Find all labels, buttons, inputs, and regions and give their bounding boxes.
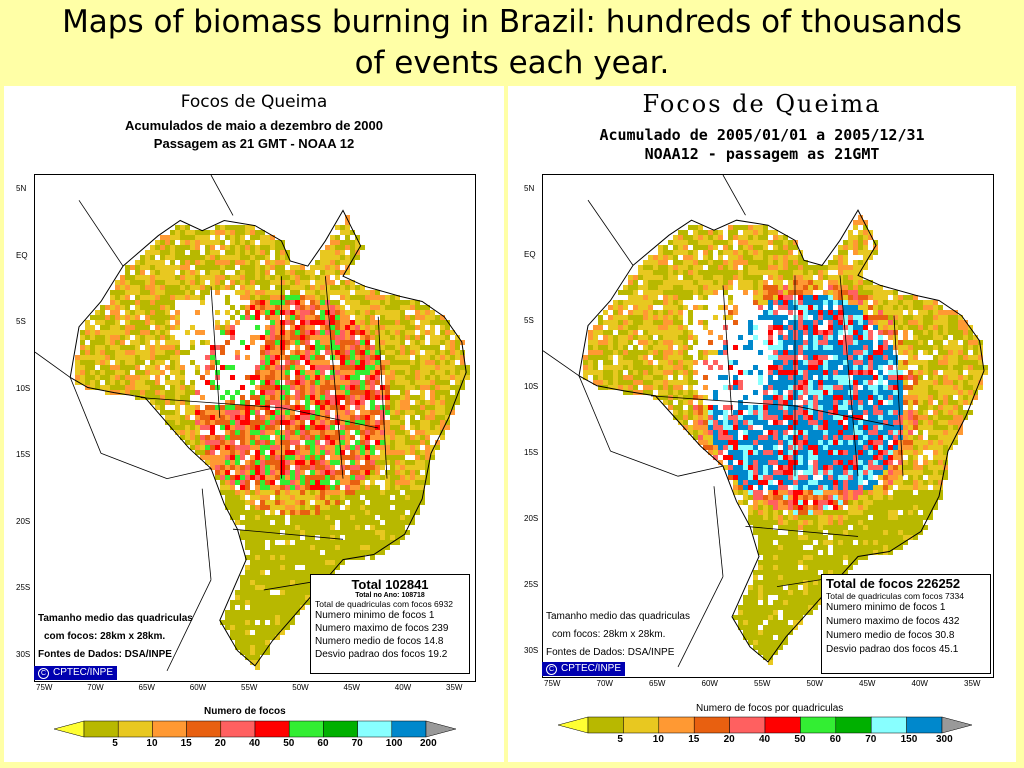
scale-value: 15 [180, 738, 192, 749]
latitude-label: 5S [16, 317, 26, 327]
stat-line: Numero medio de focos 14.8 [315, 636, 444, 647]
latitude-label: 25S [16, 583, 31, 593]
scale-value: 40 [759, 734, 771, 745]
latitude-label: EQ [524, 250, 536, 259]
scale-value: 5 [617, 734, 623, 745]
latitude-label: 10S [524, 382, 539, 391]
total-count: Total de focos 226252 [826, 576, 961, 591]
stat-line: Numero minimo de focos 1 [826, 602, 946, 613]
longitude-label: 40W [394, 683, 412, 692]
scale-value: 50 [794, 734, 806, 745]
cptec-badge: C CPTEC/INPE [34, 666, 118, 680]
longitude-label: 35W [446, 683, 463, 692]
grid-size-value: com focos: 28km x 28km. [552, 629, 666, 640]
statistics-box: Total 102841 Total no Ano: 108718 Total … [310, 574, 470, 674]
stat-line: Total de quadriculas com focos 6932 [315, 599, 453, 609]
scale-value: 300 [936, 734, 953, 745]
scale-value: 60 [317, 738, 329, 749]
longitude-label: 75W [544, 679, 561, 688]
latitude-label: 5N [16, 184, 27, 193]
grid-size-note: Tamanho medio das quadriculas [38, 613, 193, 624]
longitude-label: 40W [911, 679, 928, 688]
scale-value: 10 [146, 738, 158, 749]
latitude-label: 20S [16, 516, 31, 526]
fire-map [34, 174, 476, 682]
brazil-fire-density-map [35, 175, 470, 672]
latitude-label: 10S [16, 383, 31, 393]
slide-title-line2: of events each year. [354, 45, 670, 81]
scale-value: 60 [829, 734, 841, 745]
brazil-fire-density-map [543, 175, 988, 668]
longitude-label: 55W [754, 679, 771, 688]
stat-line: Desvio padrao dos focos 45.1 [826, 644, 959, 655]
longitude-label: 65W [649, 679, 666, 688]
scale-value: 100 [385, 738, 403, 749]
slide-title: Maps of biomass burning in Brazil: hundr… [0, 2, 1024, 84]
scale-value: 20 [214, 738, 226, 749]
panel-subtitle-satellite: NOAA12 - passagem as 21GMT [644, 145, 880, 163]
longitude-label: 45W [343, 683, 360, 692]
scale-value: 70 [351, 738, 363, 749]
map-panel-2000: Focos de Queima Acumulados de maio a dez… [4, 86, 504, 762]
stat-line: Numero minimo de focos 1 [315, 610, 435, 621]
scale-value: 10 [652, 734, 664, 745]
total-count: Total 102841 [351, 577, 429, 592]
longitude-label: 70W [87, 683, 104, 692]
longitude-label: 60W [701, 679, 718, 688]
data-source: Fontes de Dados: DSA/INPE [38, 649, 172, 660]
slide-title-line1: Maps of biomass burning in Brazil: hundr… [62, 4, 962, 40]
longitude-label: 35W [964, 679, 981, 688]
scale-value: 20 [723, 734, 735, 745]
copyright-icon: C [38, 668, 49, 679]
scale-title: Numero de focos por quadriculas [696, 703, 844, 714]
scale-value: 15 [688, 734, 700, 745]
longitude-label: 60W [189, 683, 207, 692]
longitude-label: 65W [138, 683, 155, 692]
color-scale [558, 716, 972, 734]
scale-value: 5 [112, 738, 118, 749]
longitude-label: 55W [241, 683, 258, 692]
longitude-label: 75W [36, 683, 53, 692]
stat-line: Total de quadriculas com focos 7334 [826, 591, 964, 601]
panel-title: Focos de Queima [642, 90, 882, 118]
color-scale [54, 720, 456, 738]
data-source: Fontes de Dados: DSA/INPE [546, 647, 675, 658]
grid-size-note: Tamanho medio das quadriculas [546, 611, 690, 622]
latitude-label: 5N [524, 184, 535, 193]
stat-line: Numero maximo de focos 239 [315, 623, 449, 634]
stat-line: Desvio padrao dos focos 19.2 [315, 649, 448, 660]
longitude-label: 70W [596, 679, 613, 688]
scale-value: 70 [865, 734, 877, 745]
latitude-label: 20S [524, 514, 539, 523]
scale-value: 150 [900, 734, 918, 745]
panel-subtitle-satellite: Passagem as 21 GMT - NOAA 12 [153, 136, 355, 151]
longitude-label: 50W [806, 679, 823, 688]
total-year: Total no Ano: 108718 [355, 592, 425, 599]
copyright-icon: C [546, 664, 557, 675]
scale-value: 200 [420, 738, 437, 749]
latitude-label: 15S [16, 450, 31, 460]
stat-line: Numero medio de focos 30.8 [826, 630, 955, 641]
panel-subtitle-period: Acumulados de maio a dezembro de 2000 [125, 118, 383, 133]
stat-line: Numero maximo de focos 432 [826, 616, 960, 627]
latitude-label: 25S [524, 580, 539, 589]
scale-value: 40 [249, 738, 261, 749]
latitude-label: 15S [524, 448, 539, 457]
scale-title: Numero de focos [204, 706, 286, 717]
latitude-label: 30S [16, 650, 31, 659]
grid-size-value: com focos: 28km x 28km. [44, 631, 166, 642]
longitude-label: 50W [292, 683, 309, 692]
panel-subtitle-period: Acumulado de 2005/01/01 a 2005/12/31 [599, 126, 925, 144]
scale-value: 50 [283, 738, 295, 749]
latitude-label: 5S [524, 316, 534, 325]
cptec-badge: C CPTEC/INPE [542, 662, 626, 676]
panel-title: Focos de Queima [180, 92, 328, 112]
statistics-box: Total de focos 226252 Total de quadricul… [821, 574, 991, 674]
latitude-label: 30S [524, 646, 539, 655]
map-panel-2005: Focos de Queima Acumulado de 2005/01/01 … [508, 86, 1016, 762]
longitude-label: 45W [859, 679, 876, 688]
latitude-label: EQ [16, 250, 28, 260]
